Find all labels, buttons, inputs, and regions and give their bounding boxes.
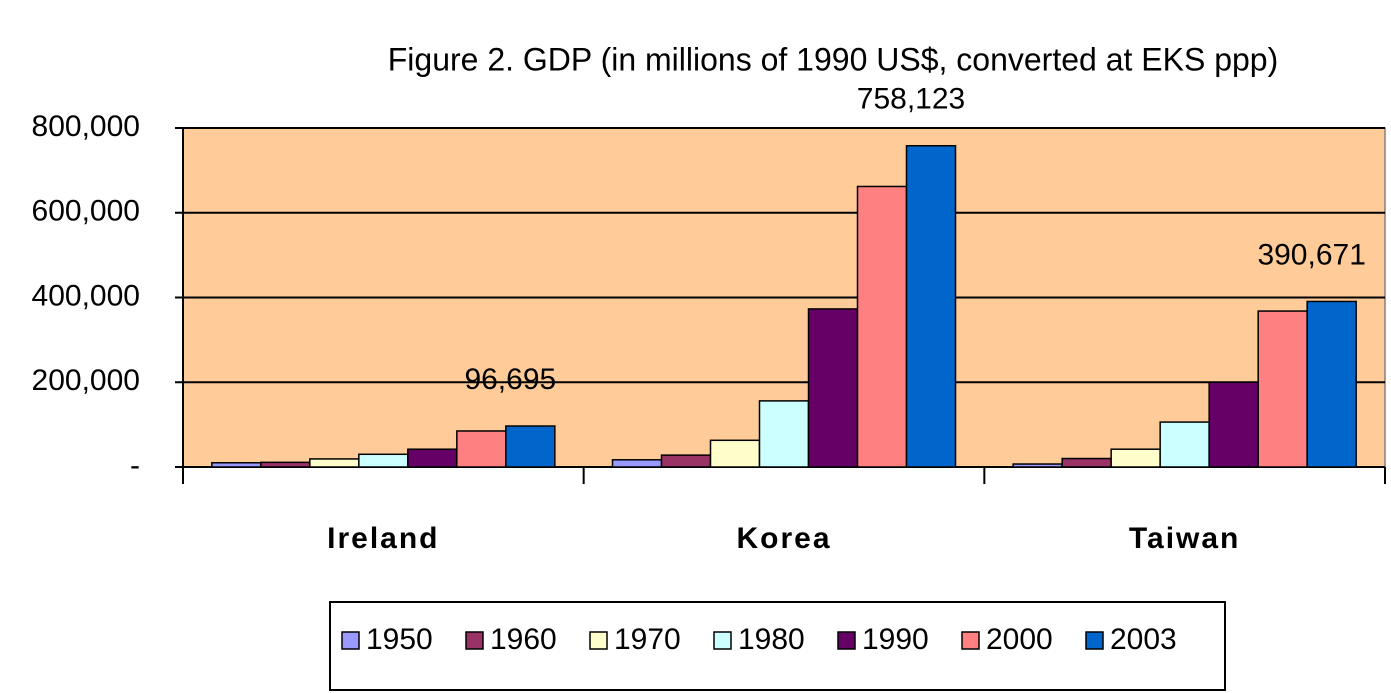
y-tick-label: 200,000: [32, 364, 140, 397]
bar: [1306, 300, 1357, 468]
legend-swatch: [837, 631, 856, 650]
x-tick-label: Ireland: [327, 522, 439, 555]
legend-label: 1950: [366, 623, 433, 656]
bar: [260, 461, 311, 468]
chart-title: Figure 2. GDP (in millions of 1990 US$, …: [388, 41, 1279, 77]
bar: [1012, 463, 1063, 468]
x-tick-label: Korea: [736, 522, 831, 555]
legend-label: 1980: [738, 623, 805, 656]
data-label: 758,123: [857, 83, 965, 116]
data-label: 96,695: [464, 363, 556, 396]
y-tick-label: -: [130, 449, 140, 482]
bar: [709, 439, 761, 468]
bar: [660, 454, 712, 468]
bar: [358, 453, 409, 468]
bar: [611, 459, 663, 468]
bar: [505, 425, 556, 468]
y-tick-label: 600,000: [32, 195, 140, 228]
legend-label: 2003: [1110, 623, 1177, 656]
bar: [456, 430, 507, 468]
bar: [856, 185, 908, 468]
bar: [1208, 381, 1259, 468]
bar: [807, 308, 859, 468]
y-tick-label: 800,000: [32, 110, 140, 143]
legend-swatch: [341, 631, 360, 650]
legend-label: 1960: [490, 623, 557, 656]
legend-swatch: [589, 631, 608, 650]
legend-swatch: [961, 631, 980, 650]
legend-swatch: [1085, 631, 1104, 650]
bar: [1257, 310, 1308, 468]
y-tick-label: 400,000: [32, 279, 140, 312]
bar: [1061, 457, 1112, 468]
bar: [905, 144, 957, 468]
bar: [758, 400, 810, 468]
bar: [1159, 421, 1210, 468]
data-label: 390,671: [1257, 238, 1365, 271]
bar: [211, 462, 262, 468]
legend-swatch: [713, 631, 732, 650]
x-tick-label: Taiwan: [1129, 522, 1240, 555]
legend-swatch: [465, 631, 484, 650]
legend-label: 1970: [614, 623, 681, 656]
bar: [1110, 448, 1161, 468]
bar: [309, 458, 360, 468]
bar: [407, 448, 458, 468]
legend-label: 2000: [986, 623, 1053, 656]
legend-label: 1990: [862, 623, 929, 656]
